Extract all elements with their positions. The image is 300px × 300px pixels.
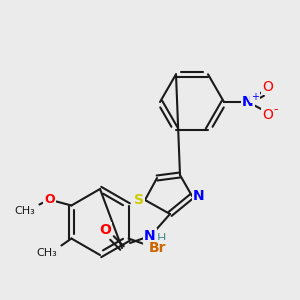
Text: +: + <box>251 92 259 102</box>
Text: CH₃: CH₃ <box>14 206 35 215</box>
Text: S: S <box>134 193 144 207</box>
Text: CH₃: CH₃ <box>36 248 57 259</box>
Text: -: - <box>274 103 278 116</box>
Text: N: N <box>193 189 205 203</box>
Text: O: O <box>99 223 111 237</box>
Text: N: N <box>144 229 156 243</box>
Text: O: O <box>262 108 273 122</box>
Text: H: H <box>156 232 166 245</box>
Text: Br: Br <box>149 242 166 256</box>
Text: N: N <box>242 95 254 109</box>
Text: O: O <box>44 193 55 206</box>
Text: O: O <box>262 80 273 94</box>
